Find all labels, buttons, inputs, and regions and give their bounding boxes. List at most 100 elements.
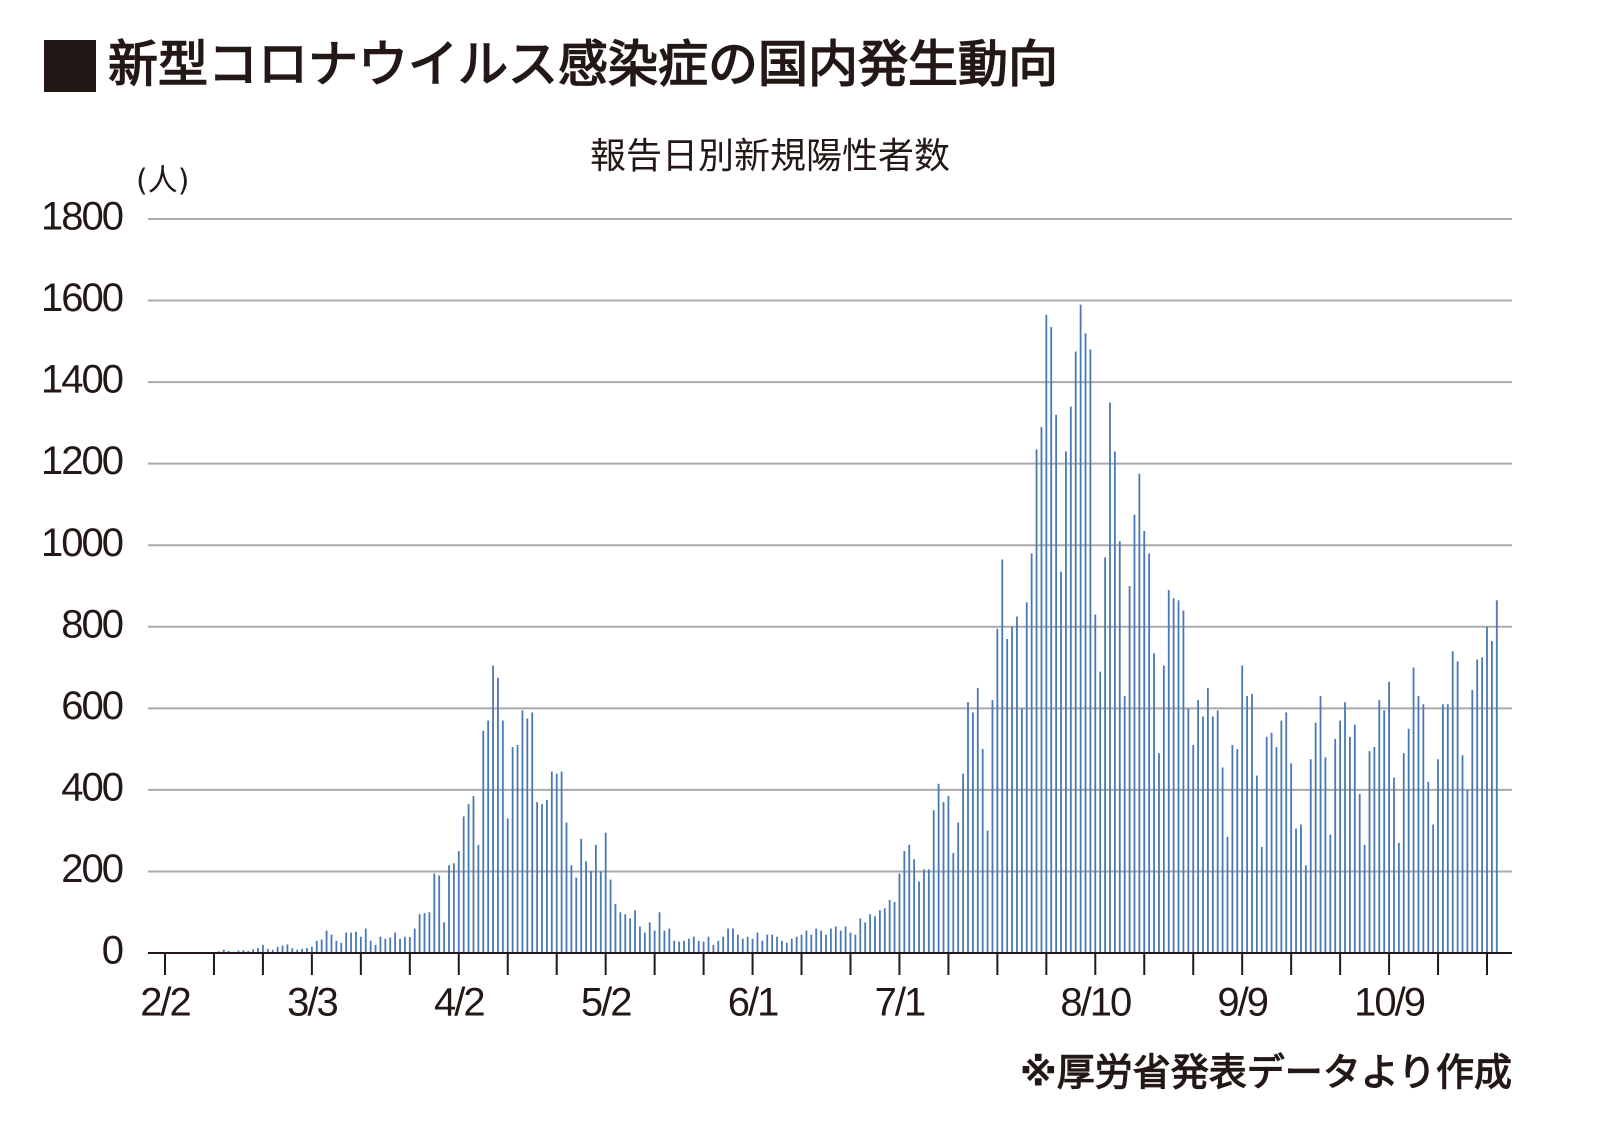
y-tick-label: 400 (61, 765, 122, 809)
bar (599, 871, 602, 953)
bar (247, 950, 250, 953)
bar (707, 936, 710, 953)
bar (1104, 557, 1106, 953)
bar (776, 936, 778, 953)
bar (227, 950, 230, 953)
bar (1446, 704, 1449, 953)
bar (1427, 781, 1430, 953)
bar (732, 928, 734, 953)
bar (849, 932, 852, 953)
bar (482, 730, 485, 953)
bar (986, 830, 989, 953)
bar (1094, 614, 1097, 953)
bar (580, 838, 583, 953)
x-tick-label: 4/2 (434, 981, 484, 1025)
bar (624, 914, 627, 953)
bar (942, 802, 945, 953)
bar (408, 937, 411, 953)
bar (962, 773, 964, 953)
bar (448, 865, 450, 953)
bar (883, 908, 886, 953)
bar (957, 822, 960, 953)
bar (1113, 451, 1116, 953)
bar (570, 865, 573, 953)
bar (252, 949, 255, 953)
bar (1471, 689, 1474, 953)
bar (399, 938, 401, 953)
bar (619, 912, 622, 953)
bar (878, 910, 881, 953)
bar (1442, 704, 1444, 953)
bar (565, 822, 568, 953)
bar (1177, 600, 1180, 953)
bar (1422, 704, 1425, 953)
bar (350, 932, 352, 953)
bar (800, 934, 803, 953)
bar (1300, 824, 1302, 953)
bar (1246, 696, 1248, 953)
bar (893, 902, 896, 953)
bar (242, 950, 245, 953)
bar (923, 869, 925, 953)
bar (903, 851, 906, 953)
bar (1353, 724, 1356, 953)
source-note: ※厚労省発表データより作成 (1020, 1051, 1512, 1095)
bar (452, 863, 455, 953)
bar (594, 844, 597, 953)
bar (805, 930, 808, 953)
bar (952, 853, 955, 953)
bar (683, 940, 685, 953)
bar (355, 931, 357, 953)
bar (438, 875, 441, 953)
bar (688, 938, 690, 953)
bar (1211, 716, 1214, 953)
bar (1020, 708, 1023, 953)
bar (643, 932, 646, 953)
bar (1363, 844, 1366, 953)
bar (550, 771, 553, 953)
bar (741, 938, 744, 953)
bar (1143, 530, 1146, 953)
bar (604, 832, 607, 953)
x-tick-label: 6/1 (728, 981, 778, 1025)
bar (658, 912, 661, 953)
bar (1344, 702, 1346, 953)
bar (1089, 349, 1092, 953)
bar (1461, 755, 1464, 953)
bar (1280, 720, 1283, 953)
bar (1153, 653, 1155, 953)
bar (859, 918, 862, 953)
bar (1393, 777, 1395, 953)
bar (1182, 610, 1185, 953)
y-tick-label: 1800 (41, 195, 123, 239)
bar (301, 948, 303, 953)
bar (937, 783, 940, 953)
bar (1158, 753, 1160, 953)
bar (1388, 681, 1390, 953)
bar (888, 899, 891, 953)
bar (1451, 651, 1454, 953)
bar (981, 749, 984, 953)
bar (971, 712, 974, 953)
bar (1045, 314, 1048, 954)
bar (1358, 793, 1361, 953)
bar (1456, 661, 1459, 953)
bar (1368, 751, 1371, 953)
bar (874, 916, 876, 953)
bar (1432, 824, 1435, 953)
bar (673, 940, 676, 953)
bar (854, 934, 857, 953)
x-tick-label: 5/2 (581, 981, 631, 1025)
bar (477, 844, 480, 953)
bar (433, 873, 436, 953)
bar (1216, 710, 1219, 953)
bar (1123, 696, 1126, 953)
bar (291, 948, 294, 953)
bar (1202, 716, 1204, 953)
bar (394, 932, 397, 953)
bar (379, 936, 382, 953)
bar (222, 949, 225, 953)
bar (1304, 865, 1307, 953)
bar (1495, 600, 1498, 953)
bar (1383, 710, 1386, 953)
